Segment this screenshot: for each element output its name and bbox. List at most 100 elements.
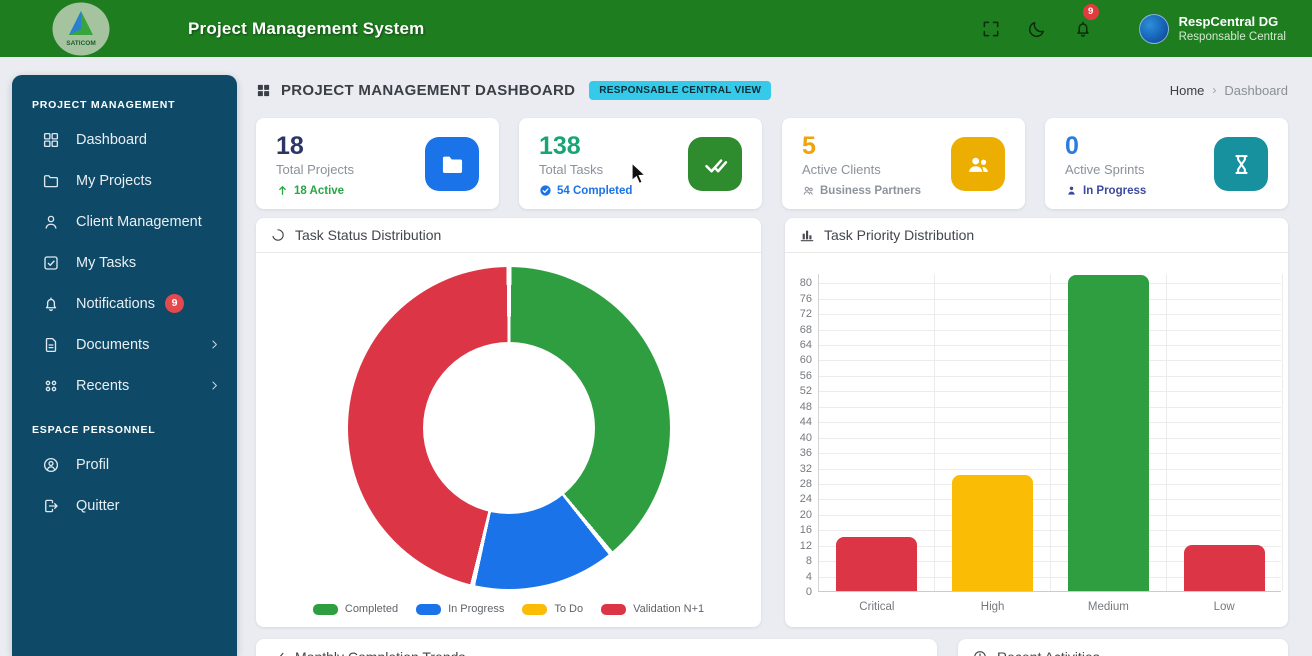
- top-navbar: SATICOM Project Management System 9 Resp…: [0, 0, 1312, 57]
- logout-icon: [42, 497, 60, 515]
- x-axis-label: Critical: [859, 601, 895, 613]
- history-icon: [972, 649, 988, 656]
- y-axis-tick-label: 16: [799, 524, 812, 537]
- legend-item-to-do[interactable]: To Do: [522, 603, 583, 615]
- sidebar-section-heading: PROJECT MANAGEMENT: [32, 99, 176, 111]
- bottom-row: Monthly Completion Trends Recent Activit…: [256, 639, 1288, 656]
- monthly-trends-header: Monthly Completion Trends: [256, 639, 937, 656]
- app-title: Project Management System: [188, 18, 425, 38]
- stats-row: 18 Total Projects 18 Active 138 Total Tasks 5…: [256, 118, 1288, 209]
- stat-label: Total Projects: [276, 162, 355, 177]
- main-content: PROJECT MANAGEMENT DASHBOARD RESPONSABLE…: [256, 70, 1288, 656]
- person-icon: [1065, 184, 1078, 197]
- sidebar-notification-badge: 9: [164, 294, 184, 313]
- charts-row: Task Status Distribution Completed In Pro…: [256, 218, 1288, 627]
- fullscreen-icon[interactable]: [981, 19, 1001, 39]
- bar-high: [952, 475, 1034, 591]
- sidebar-item-label: My Projects: [76, 172, 152, 189]
- sidebar-item-label: Profil: [76, 456, 110, 473]
- people-icon: [802, 184, 815, 197]
- logo-text: SATICOM: [66, 40, 96, 47]
- sidebar-item-label: Client Management: [76, 213, 202, 230]
- task-status-chart: Completed In Progress To Do Validation N+1: [256, 253, 761, 627]
- legend-item-completed[interactable]: Completed: [312, 603, 398, 615]
- bar-chart-icon: [799, 227, 815, 243]
- stat-sub: 18 Active: [276, 184, 479, 197]
- stat-sub-text: 54 Completed: [557, 184, 633, 197]
- bell-icon: [42, 295, 60, 313]
- monthly-trends-title: Monthly Completion Trends: [295, 649, 465, 656]
- notification-count-badge: 9: [1082, 3, 1099, 20]
- y-axis-tick-label: 8: [805, 555, 812, 568]
- notifications-bell-icon[interactable]: [1073, 19, 1093, 39]
- legend-item-in-progress[interactable]: In Progress: [416, 603, 504, 615]
- task-status-title: Task Status Distribution: [295, 227, 442, 243]
- stat-icon-tile: [1214, 137, 1268, 191]
- sidebar-item-notifications[interactable]: Notifications 9: [12, 283, 237, 324]
- sidebar: PROJECT MANAGEMENT Dashboard My Projects Cl…: [12, 75, 237, 656]
- gridline: [1050, 274, 1051, 591]
- y-axis-tick-label: 36: [799, 447, 812, 460]
- bar-critical: [836, 536, 918, 591]
- sidebar-section-heading: ESPACE PERSONNEL: [32, 424, 156, 436]
- legend-label: To Do: [554, 603, 584, 615]
- y-axis-tick-label: 12: [799, 539, 812, 552]
- legend-swatch: [312, 603, 338, 615]
- sidebar-item-profil[interactable]: Profil: [12, 444, 237, 485]
- x-axis-label: High: [980, 601, 1005, 613]
- line-chart-icon: [270, 649, 286, 656]
- double-check-icon: [702, 151, 729, 178]
- grid-icon: [42, 131, 60, 149]
- breadcrumb: Home › Dashboard: [1170, 83, 1288, 98]
- stat-label: Total Tasks: [539, 162, 604, 177]
- company-logo[interactable]: SATICOM: [52, 2, 110, 56]
- gridline: [934, 274, 936, 591]
- stat-value: 5: [802, 132, 816, 160]
- y-axis-tick-label: 68: [799, 323, 812, 336]
- donut-legend: Completed In Progress To Do Validation N+1: [256, 603, 761, 615]
- sidebar-item-my-projects[interactable]: My Projects: [12, 160, 237, 201]
- sidebar-item-recents[interactable]: Recents: [12, 365, 237, 406]
- breadcrumb-home-link[interactable]: Home: [1169, 82, 1205, 98]
- y-axis-tick-label: 76: [799, 292, 812, 305]
- stat-sub-text: 18 Active: [294, 184, 345, 197]
- stat-card-active-sprints: 0 Active Sprints In Progress: [1045, 118, 1288, 209]
- dashboard-grid-icon: [256, 83, 271, 98]
- hourglass-icon: [1228, 151, 1255, 178]
- stat-label: Active Sprints: [1065, 162, 1145, 177]
- chevron-right-icon: [208, 379, 221, 392]
- sidebar-item-client-management[interactable]: Client Management: [12, 201, 237, 242]
- y-axis-tick-label: 56: [799, 369, 812, 382]
- sidebar-item-label: My Tasks: [76, 254, 137, 271]
- task-status-card: Task Status Distribution Completed In Pro…: [256, 218, 761, 627]
- stat-sub-text: Business Partners: [820, 184, 921, 197]
- stat-value: 138: [539, 132, 581, 160]
- profile-icon: [42, 456, 60, 474]
- y-axis-tick-label: 20: [799, 508, 812, 521]
- user-avatar: [1138, 13, 1169, 44]
- task-priority-chart: 0 4 8 12 16 20 24 28 32 36 40 44 48 52 56 60 64 68 72 76 80 C…: [785, 253, 1288, 627]
- sidebar-item-documents[interactable]: Documents: [12, 324, 237, 365]
- y-axis-tick-label: 52: [799, 385, 812, 398]
- sidebar-item-label: Recents: [76, 377, 130, 394]
- y-axis-tick-label: 60: [799, 354, 812, 367]
- dark-mode-icon[interactable]: [1027, 19, 1047, 39]
- sidebar-item-my-tasks[interactable]: My Tasks: [12, 242, 237, 283]
- gridline: [1281, 274, 1283, 591]
- user-menu[interactable]: RespCentral DG Responsable Central: [1138, 13, 1286, 44]
- y-axis-tick-label: 72: [799, 308, 812, 321]
- sidebar-item-quitter[interactable]: Quitter: [12, 485, 237, 526]
- legend-label: In Progress: [448, 603, 505, 615]
- stat-sub-text: In Progress: [1083, 184, 1147, 197]
- stat-icon-tile: [688, 137, 742, 191]
- recent-activities-header: Recent Activities: [958, 639, 1288, 656]
- donut-chart[interactable]: [347, 267, 670, 589]
- legend-item-validation-n-1[interactable]: Validation N+1: [601, 603, 704, 615]
- x-axis-label: Low: [1213, 601, 1235, 613]
- people-fill-icon: [965, 151, 992, 178]
- stat-card-total-projects: 18 Total Projects 18 Active: [256, 118, 499, 209]
- page-title: PROJECT MANAGEMENT DASHBOARD: [281, 81, 576, 99]
- stat-sub: Business Partners: [802, 184, 1005, 197]
- sidebar-item-dashboard[interactable]: Dashboard: [12, 119, 237, 160]
